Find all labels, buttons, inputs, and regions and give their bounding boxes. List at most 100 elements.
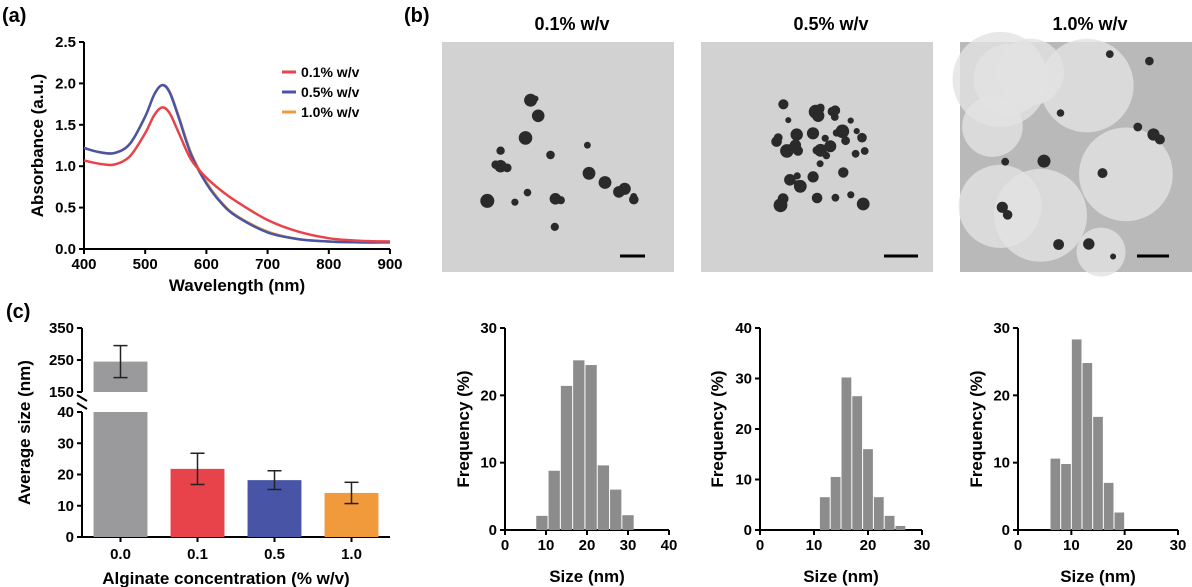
tem-particle: [771, 136, 782, 147]
tem-particle: [785, 117, 792, 124]
hist-x-tick-label: 10: [538, 537, 555, 554]
tem-particle: [811, 192, 823, 204]
tem-particle: [847, 117, 854, 124]
tem-title-0.1: 0.1% w/v: [534, 14, 609, 34]
a-x-tick-label: 400: [71, 256, 96, 273]
hist-y-tick-label: 40: [735, 320, 752, 337]
hist-x-tick-label: 40: [661, 537, 678, 554]
c-y-tick-label: 250: [49, 352, 74, 369]
a-legend-label: 0.1% w/v: [301, 64, 360, 80]
hist-bar: [1050, 458, 1061, 530]
a-y-tick-label: 2.5: [55, 34, 76, 51]
hist-y-tick-label: 0: [489, 522, 497, 539]
tem-image-1.0: [952, 31, 1192, 277]
a-y-tick-label: 1.0: [55, 158, 76, 175]
tem-particle: [841, 136, 850, 146]
tem-particle: [815, 104, 825, 114]
hist-y-tick-label: 30: [735, 371, 752, 388]
hist-y-tick-label: 20: [993, 387, 1010, 404]
hist-y-tick-label: 10: [993, 455, 1010, 472]
a-x-tick-label: 700: [255, 256, 280, 273]
tem-particle: [1133, 122, 1143, 132]
tem-particle: [778, 99, 789, 110]
tem-film-bubble: [1040, 38, 1134, 133]
a-y-tick-label: 0.5: [55, 200, 76, 217]
tem-particle: [856, 197, 870, 211]
hist-bar: [841, 377, 852, 530]
tem-particle: [1083, 238, 1095, 250]
tem-particle: [793, 179, 807, 193]
tem-image-0.1: [442, 42, 674, 272]
tem-background: [701, 42, 933, 272]
hist-x-tick-label: 20: [1116, 537, 1133, 554]
panel-label-c: (c): [6, 301, 30, 323]
tem-particle: [1105, 50, 1114, 58]
c-x-axis-label: Alginate concentration (% w/v): [102, 569, 349, 587]
tem-particle: [524, 93, 538, 107]
tem-background: [442, 42, 674, 272]
tem-particle: [546, 150, 555, 160]
hist-x-tick-label: 10: [1063, 537, 1080, 554]
tem-particle: [853, 128, 860, 135]
hist-y-tick-label: 0: [744, 522, 752, 539]
c-y-tick-label: 350: [49, 320, 74, 337]
hist-y-tick-label: 20: [480, 387, 497, 404]
hist-bar: [852, 396, 863, 530]
tem-particle: [582, 166, 596, 180]
tem-particle: [496, 146, 505, 155]
hist-bar: [1103, 482, 1114, 530]
hist-x-tick-label: 0: [1014, 537, 1022, 554]
tem-particle: [511, 198, 519, 206]
tem-film-bubble: [1076, 227, 1126, 277]
panel-label-b: (b): [404, 5, 430, 27]
tem-particle: [584, 141, 591, 149]
tem-particle: [790, 128, 803, 141]
a-y-tick-label: 2.0: [55, 75, 76, 92]
hist-bar: [585, 365, 597, 530]
tem-particle: [1053, 239, 1064, 250]
tem-particle: [629, 194, 639, 205]
a-x-tick-label: 800: [316, 256, 341, 273]
tem-title-1.0: 1.0% w/v: [1052, 14, 1127, 34]
tem-particle: [996, 201, 1008, 213]
tem-particle: [1056, 109, 1065, 117]
hist-bar: [895, 525, 906, 530]
hist-y-tick-label: 0: [1002, 522, 1010, 539]
hist-y-axis-label: Frequency (%): [967, 370, 986, 487]
tem-particle: [835, 124, 850, 139]
tem-particle: [851, 149, 860, 158]
tem-title-0.5: 0.5% w/v: [793, 14, 868, 34]
hist-y-tick-label: 10: [480, 455, 497, 472]
size-histogram-0.5: 0 10 20 30 40 0 10 20 30 Size (nm) Frequency (%): [708, 320, 930, 586]
hist-y-tick-label: 20: [735, 421, 752, 438]
hist-bar: [884, 515, 895, 530]
hist-x-axis-label: Size (nm): [803, 567, 879, 586]
hist-bar: [863, 449, 873, 530]
c-x-tick-label: 1.0: [341, 546, 362, 563]
hist-bar: [548, 470, 560, 530]
c-axis-break-mark: [76, 394, 88, 402]
c-x-tick-label: 0.0: [110, 546, 131, 563]
tem-particle: [1097, 168, 1108, 179]
hist-y-tick-label: 10: [735, 472, 752, 489]
a-series-line: [83, 106, 391, 243]
c-x-tick-label: 0.5: [264, 546, 285, 563]
a-legend-label: 1.0% w/v: [301, 104, 360, 120]
c-y-axis-label: Average size (nm): [15, 360, 34, 505]
tem-particle: [784, 174, 796, 186]
hist-x-tick-label: 30: [1170, 537, 1187, 554]
c-y-tick-label: 20: [57, 467, 74, 484]
c-axis-break-mark: [76, 402, 88, 410]
tem-particle: [779, 199, 788, 208]
tem-particle: [821, 134, 829, 142]
tem-particle: [824, 140, 837, 153]
c-y-tick-label: 0: [66, 529, 74, 546]
hist-x-tick-label: 20: [579, 537, 596, 554]
absorbance-chart: 0.0 0.5 1.0 1.5 2.0 2.5 400 500 600 700 800 900 Wave…: [28, 34, 403, 295]
hist-x-tick-label: 10: [806, 537, 823, 554]
tem-particle: [531, 109, 545, 123]
tem-particle: [598, 176, 612, 189]
hist-x-tick-label: 0: [501, 537, 509, 554]
a-y-tick-label: 0.0: [55, 241, 76, 258]
hist-bar: [1114, 512, 1125, 530]
